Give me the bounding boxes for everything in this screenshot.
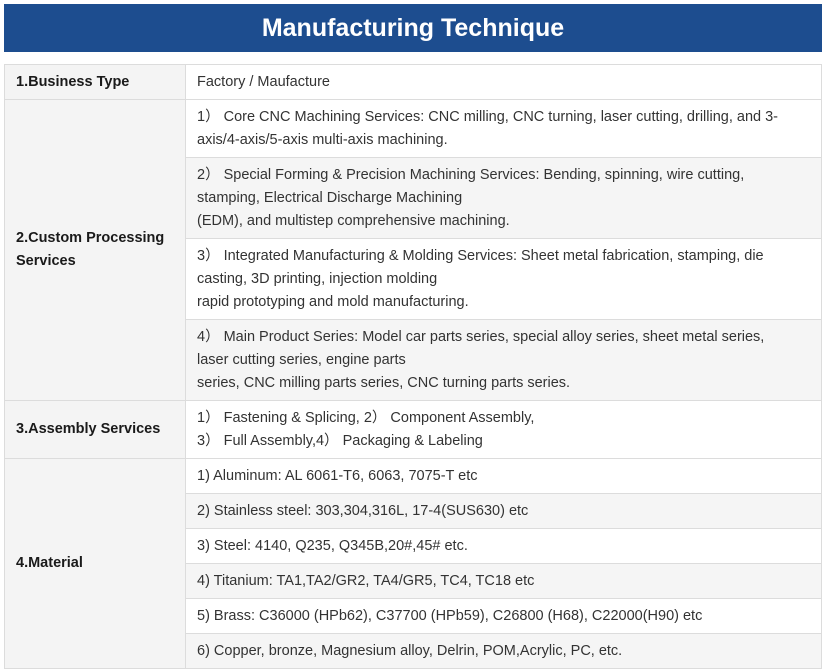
text-line: rapid prototyping and mold manufacturing… [197, 293, 469, 310]
text-line: stamping, Electrical Discharge Machining [197, 189, 463, 206]
text-line: casting, 3D printing, injection molding [197, 270, 438, 287]
assembly-services-value: 1） Fastening & Splicing, 2） Component As… [185, 400, 822, 459]
material-item: 1) Aluminum: AL 6061-T6, 6063, 7075-T et… [185, 458, 822, 494]
table-row: 5) Brass: C36000 (HPb62), C37700 (HPb59)… [5, 598, 822, 634]
row-label-custom-processing: 2.Custom Processing Services [4, 99, 186, 401]
table-row: 2） Special Forming & Precision Machining… [5, 157, 822, 239]
row-label-business-type: 1.Business Type [4, 64, 186, 100]
label-line: Services [16, 253, 76, 269]
material-item: 6) Copper, bronze, Magnesium alloy, Delr… [185, 633, 822, 669]
row-label-material: 4.Material [4, 458, 186, 669]
business-type-value: Factory / Maufacture [185, 64, 822, 100]
text-line: 1） Core CNC Machining Services: CNC mill… [197, 108, 779, 125]
material-item: 4) Titanium: TA1,TA2/GR2, TA4/GR5, TC4, … [185, 563, 822, 599]
custom-processing-item: 3） Integrated Manufacturing & Molding Se… [185, 238, 822, 320]
text-line: (EDM), and multistep comprehensive machi… [197, 212, 510, 229]
material-item: 3) Steel: 4140, Q235, Q345B,20#,45# etc. [185, 528, 822, 564]
text-line: laser cutting series, engine parts [197, 351, 406, 368]
text-line: 3） Integrated Manufacturing & Molding Se… [197, 247, 764, 264]
material-item: 5) Brass: C36000 (HPb62), C37700 (HPb59)… [185, 598, 822, 634]
text-line: 4） Main Product Series: Model car parts … [197, 328, 765, 345]
text-line: series, CNC milling parts series, CNC tu… [197, 374, 571, 391]
text-line: 2） Special Forming & Precision Machining… [197, 166, 745, 183]
table-row: 1.Business Type Factory / Maufacture [4, 64, 822, 100]
material-item: 2) Stainless steel: 303,304,316L, 17-4(S… [185, 493, 822, 529]
table-row: 4） Main Product Series: Model car parts … [5, 319, 822, 401]
table-row: 3） Integrated Manufacturing & Molding Se… [5, 238, 822, 320]
custom-processing-item: 4） Main Product Series: Model car parts … [185, 319, 822, 401]
text-line: 3） Full Assembly,4） Packaging & Labeling [197, 432, 483, 449]
table-row: 3.Assembly Services 1） Fastening & Splic… [4, 400, 822, 459]
table-row: 2.Custom Processing Services 1） Core CNC… [4, 99, 822, 401]
page-title: Manufacturing Technique [4, 4, 822, 52]
custom-processing-item: 1） Core CNC Machining Services: CNC mill… [185, 99, 822, 158]
table-row: 6) Copper, bronze, Magnesium alloy, Delr… [5, 633, 822, 669]
table-row: 3) Steel: 4140, Q235, Q345B,20#,45# etc. [5, 528, 822, 564]
spec-table: 1.Business Type Factory / Maufacture 2.C… [4, 64, 822, 669]
text-line: 1） Fastening & Splicing, 2） Component As… [197, 409, 535, 426]
custom-processing-item: 2） Special Forming & Precision Machining… [185, 157, 822, 239]
text-line: axis/4-axis/5-axis multi-axis machining. [197, 131, 448, 148]
row-label-assembly-services: 3.Assembly Services [4, 400, 186, 459]
table-row: 4) Titanium: TA1,TA2/GR2, TA4/GR5, TC4, … [5, 563, 822, 599]
table-row: 4.Material 1) Aluminum: AL 6061-T6, 6063… [4, 458, 822, 669]
label-line: 2.Custom Processing [16, 230, 165, 246]
